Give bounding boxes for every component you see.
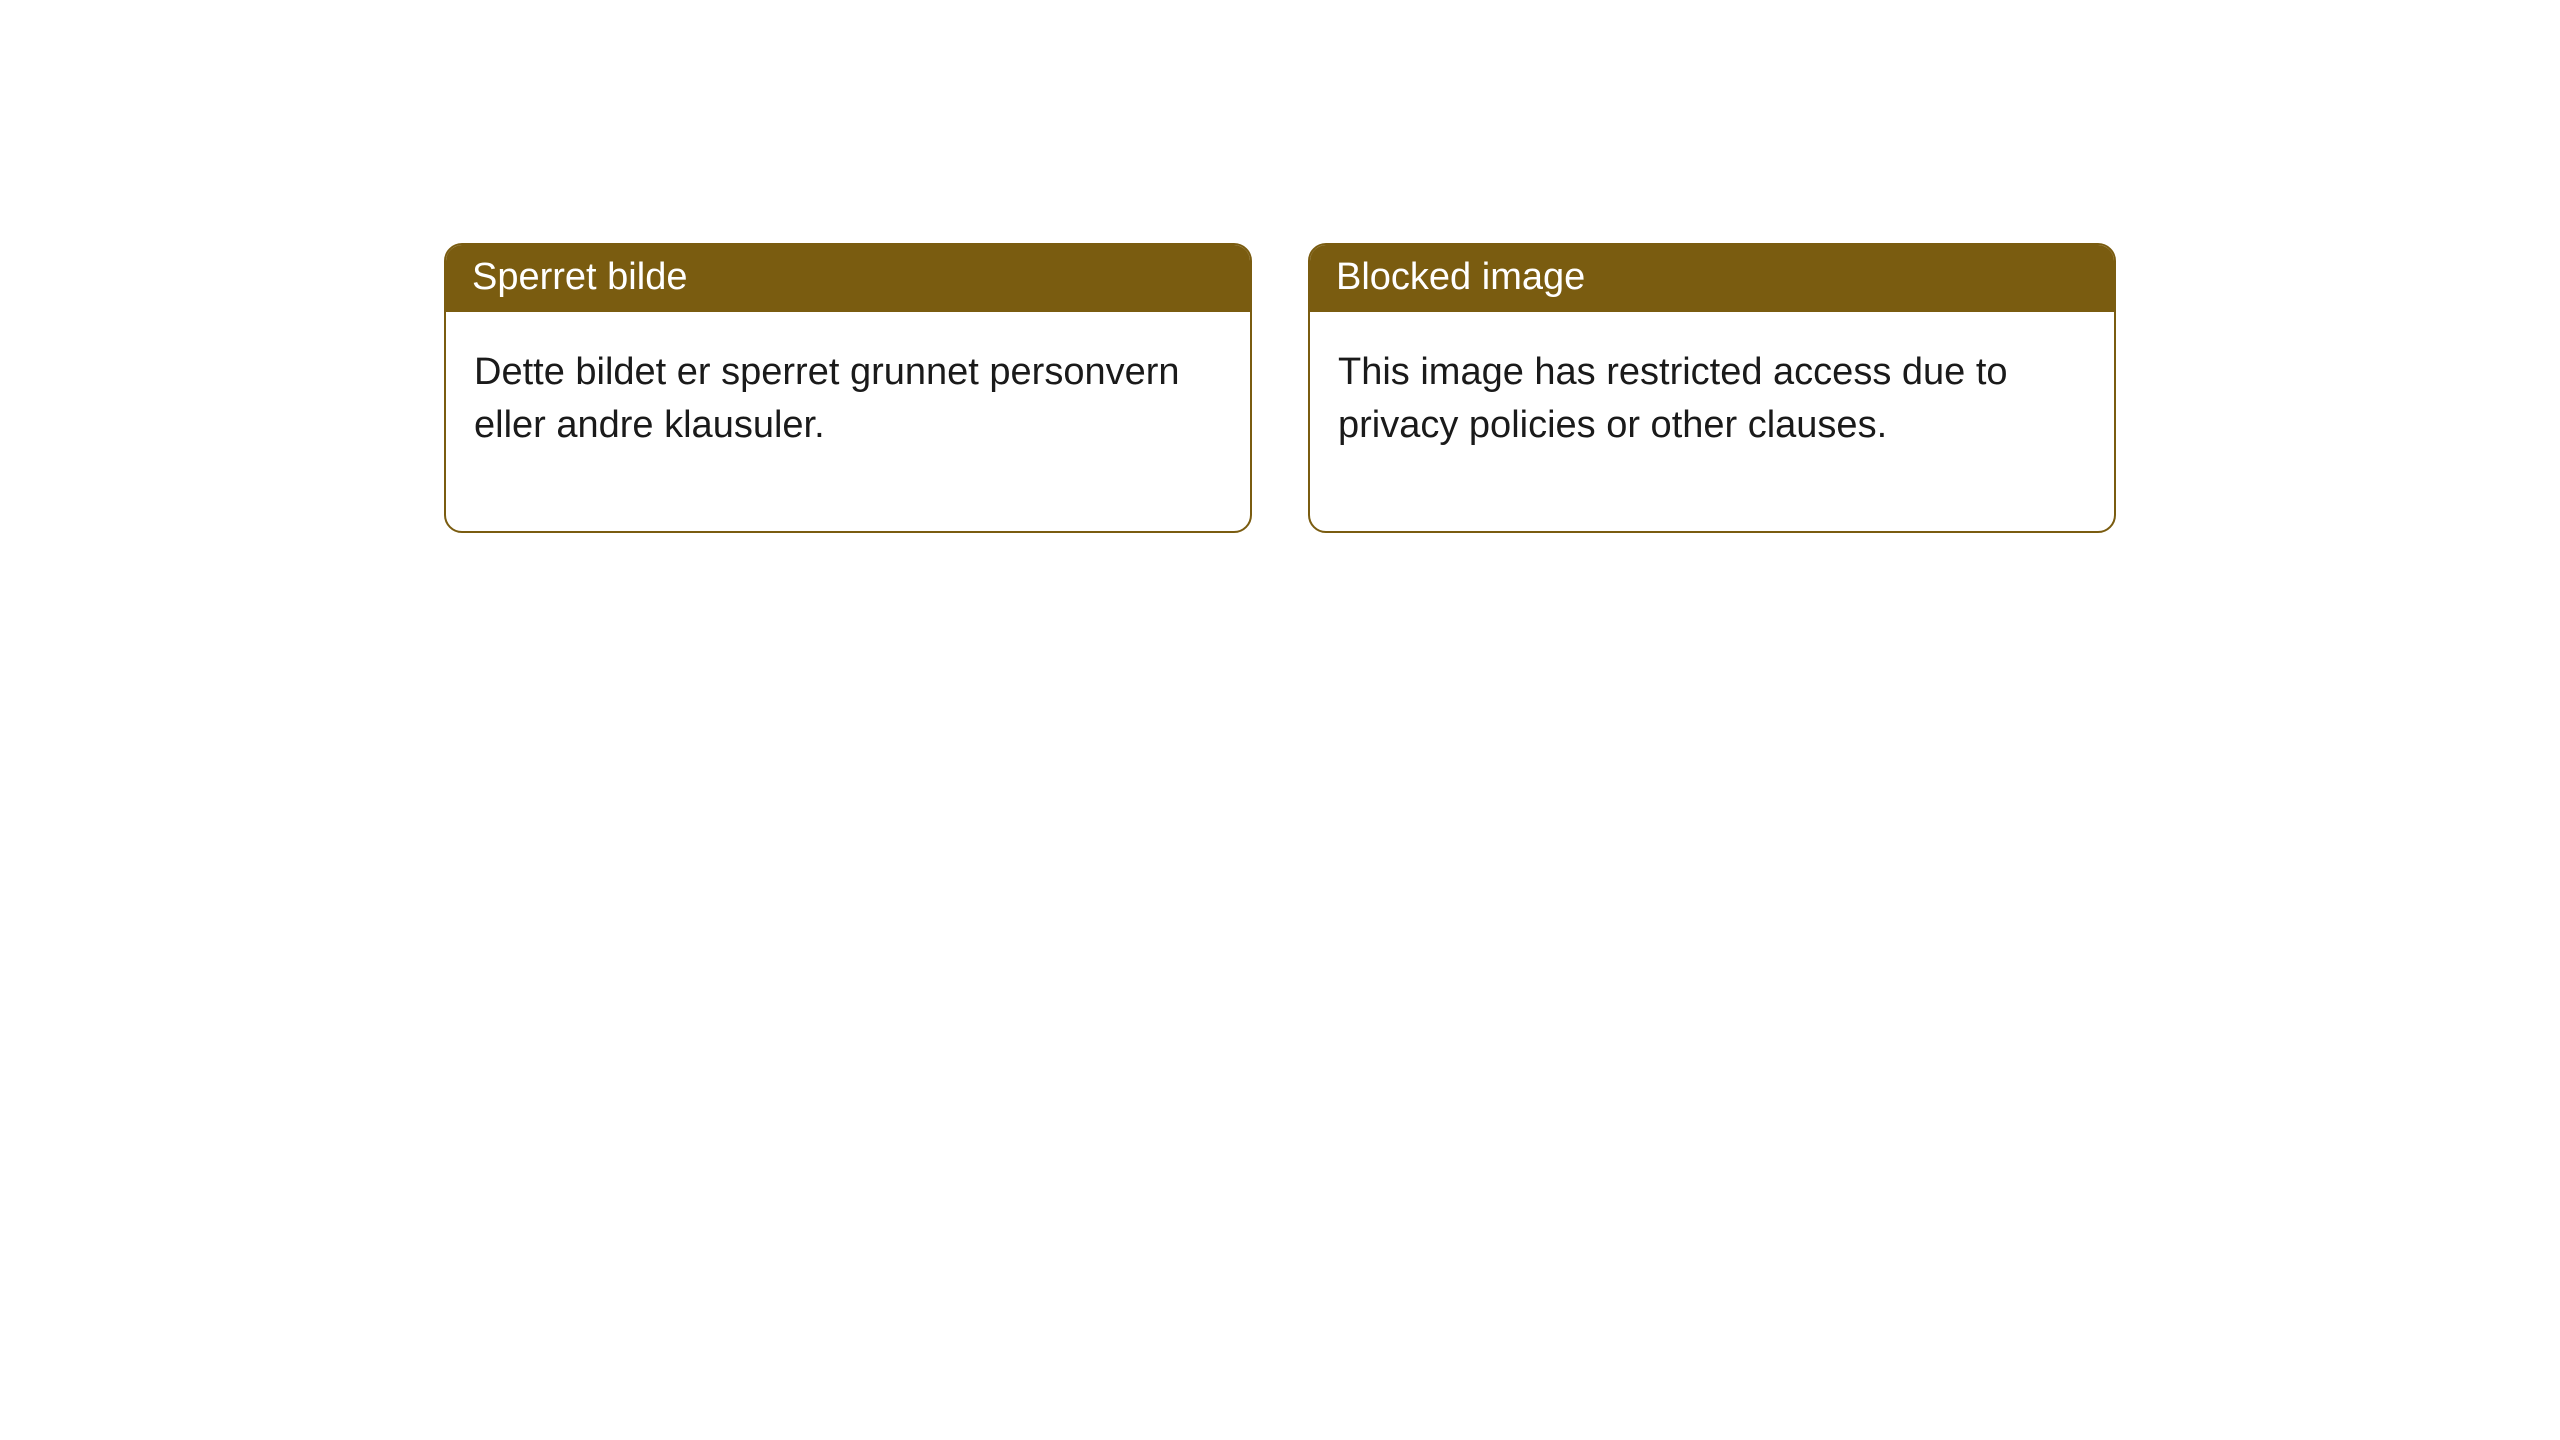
notice-header: Blocked image: [1310, 245, 2114, 312]
notice-header: Sperret bilde: [446, 245, 1250, 312]
notice-body: This image has restricted access due to …: [1310, 312, 2114, 531]
notice-card-norwegian: Sperret bilde Dette bildet er sperret gr…: [444, 243, 1252, 533]
notice-body: Dette bildet er sperret grunnet personve…: [446, 312, 1250, 531]
notice-container: Sperret bilde Dette bildet er sperret gr…: [0, 0, 2560, 533]
notice-card-english: Blocked image This image has restricted …: [1308, 243, 2116, 533]
